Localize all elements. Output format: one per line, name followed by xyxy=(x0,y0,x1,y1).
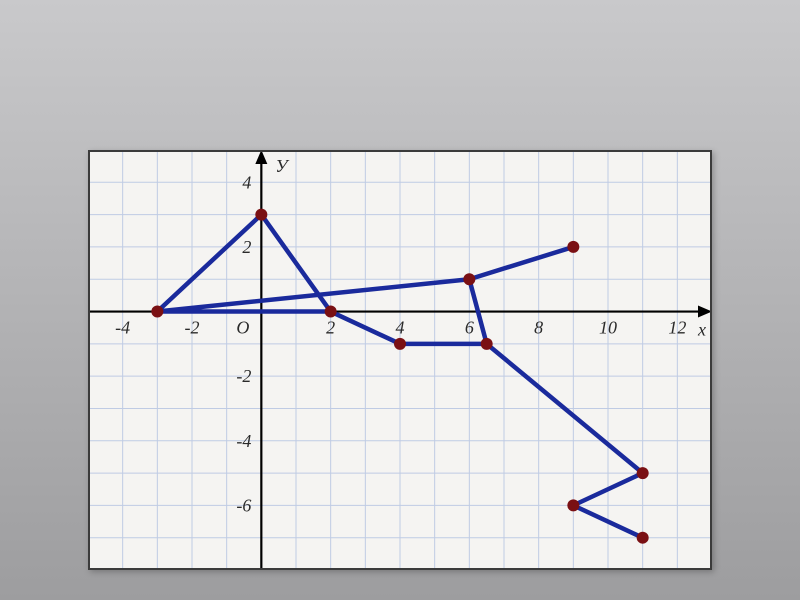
svg-text:O: O xyxy=(236,318,249,338)
svg-text:-4: -4 xyxy=(115,318,130,338)
coordinate-chart: -4 -2 2 4 6 8 10 12 -6 -4 -2 2 4 O Уx xyxy=(88,150,712,570)
svg-text:2: 2 xyxy=(242,237,251,257)
svg-text:10: 10 xyxy=(599,318,617,338)
slide: Изображение созвездия Кита на координатн… xyxy=(0,0,800,600)
svg-text:6: 6 xyxy=(465,318,474,338)
svg-text:4: 4 xyxy=(242,172,251,192)
svg-text:12: 12 xyxy=(668,318,686,338)
svg-text:4: 4 xyxy=(396,318,405,338)
svg-text:У: У xyxy=(275,156,289,176)
svg-text:x: x xyxy=(697,320,706,340)
svg-text:2: 2 xyxy=(326,318,335,338)
chart-frame: -4 -2 2 4 6 8 10 12 -6 -4 -2 2 4 O Уx xyxy=(88,150,712,570)
svg-text:8: 8 xyxy=(534,318,543,338)
svg-text:-2: -2 xyxy=(185,318,200,338)
svg-text:-6: -6 xyxy=(236,495,251,515)
svg-text:-2: -2 xyxy=(236,366,251,386)
svg-text:-4: -4 xyxy=(236,431,251,451)
